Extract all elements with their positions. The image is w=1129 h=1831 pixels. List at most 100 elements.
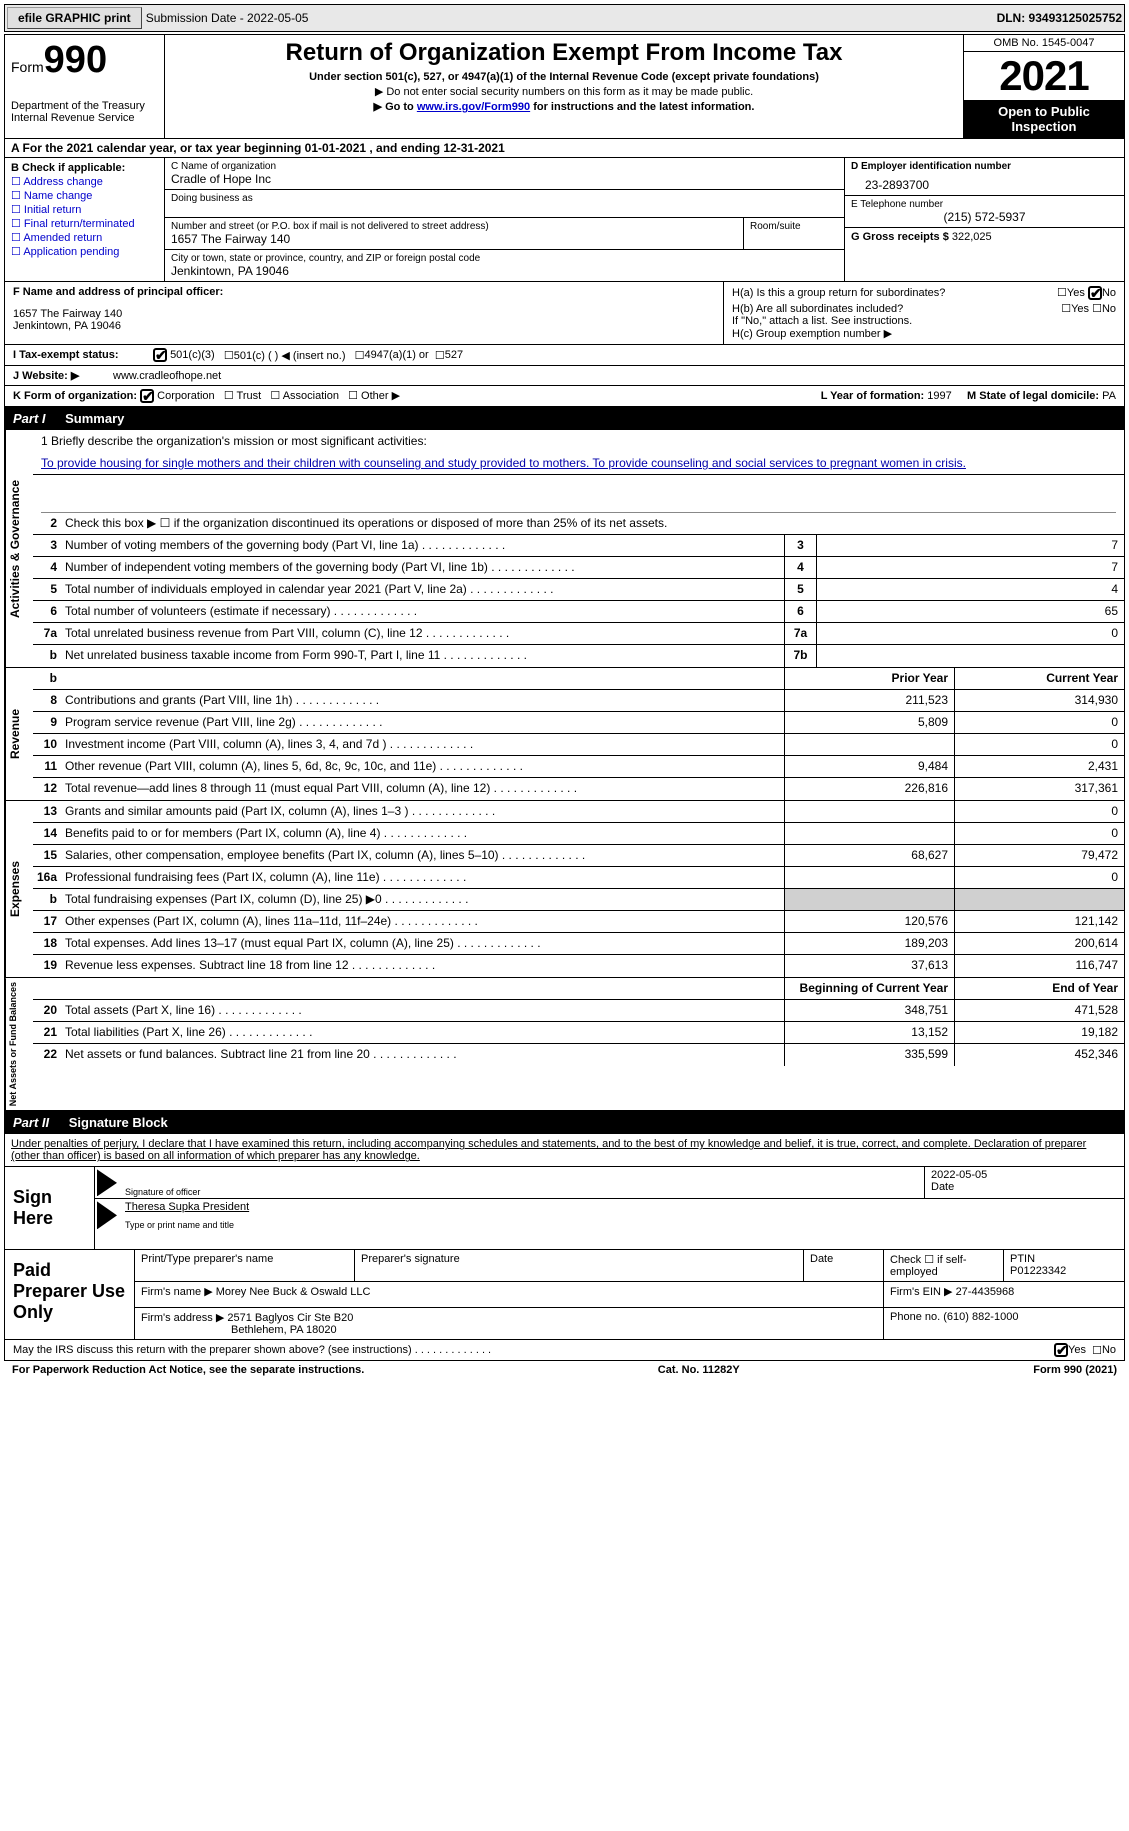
- room-label: Room/suite: [750, 221, 838, 232]
- omb-number: OMB No. 1545-0047: [964, 35, 1124, 52]
- m-label: M State of legal domicile:: [967, 390, 1099, 402]
- revenue-line: 9Program service revenue (Part VIII, lin…: [33, 712, 1124, 734]
- gross-receipts: 322,025: [952, 231, 992, 243]
- firm-phone-label: Phone no.: [890, 1311, 940, 1323]
- addr-label: Number and street (or P.O. box if mail i…: [171, 221, 737, 232]
- blank-num: b: [33, 668, 61, 689]
- column-b: B Check if applicable: ☐ Address change …: [5, 158, 165, 281]
- cb-name-change[interactable]: ☐ Name change: [11, 189, 158, 202]
- current-year-header: Current Year: [954, 668, 1124, 689]
- sig-date-label: Date: [931, 1181, 954, 1193]
- website-row: J Website: ▶ www.cradleofhope.net: [4, 366, 1125, 386]
- ha-label: H(a) Is this a group return for subordin…: [732, 287, 1057, 299]
- firm-name-label: Firm's name ▶: [141, 1286, 213, 1298]
- website-url: www.cradleofhope.net: [113, 370, 221, 382]
- expense-line: 16aProfessional fundraising fees (Part I…: [33, 867, 1124, 889]
- city-label: City or town, state or province, country…: [171, 253, 838, 264]
- ein-label: D Employer identification number: [851, 161, 1118, 172]
- i-label: I Tax-exempt status:: [13, 349, 153, 361]
- cb-corporation[interactable]: [140, 389, 154, 403]
- ein: 23-2893700: [851, 172, 1118, 192]
- tax-year: 2021: [964, 52, 1124, 100]
- summary-line: 5Total number of individuals employed in…: [33, 579, 1124, 601]
- expense-line: 17Other expenses (Part IX, column (A), l…: [33, 911, 1124, 933]
- efile-print-button[interactable]: efile GRAPHIC print: [7, 7, 142, 29]
- firm-ein-label: Firm's EIN ▶: [890, 1286, 953, 1298]
- form-footer: Form 990 (2021): [1033, 1364, 1117, 1376]
- officer-name: Theresa Supka President: [125, 1201, 1118, 1213]
- expense-line: 19Revenue less expenses. Subtract line 1…: [33, 955, 1124, 977]
- officer-addr1: 1657 The Fairway 140: [13, 308, 715, 320]
- sig-arrow-icon: [97, 1169, 117, 1196]
- cb-amended[interactable]: ☐ Amended return: [11, 231, 158, 244]
- ptin-label: PTIN: [1010, 1253, 1118, 1265]
- k-org-row: K Form of organization: Corporation ☐ Tr…: [4, 386, 1125, 407]
- vlabel-revenue: Revenue: [5, 668, 33, 800]
- prep-sig-label: Preparer's signature: [355, 1250, 804, 1281]
- submission-date-label: Submission Date - 2022-05-05: [146, 11, 309, 25]
- expense-line: 13Grants and similar amounts paid (Part …: [33, 801, 1124, 823]
- summary-line: bNet unrelated business taxable income f…: [33, 645, 1124, 667]
- section-a: A For the 2021 calendar year, or tax yea…: [4, 138, 1125, 158]
- part-2-header: Part II Signature Block: [4, 1111, 1125, 1134]
- paid-preparer-label: Paid Preparer Use Only: [5, 1250, 135, 1339]
- dept-treasury: Department of the Treasury: [11, 100, 158, 112]
- ha-no-checkbox[interactable]: [1088, 286, 1102, 300]
- header-sub3-post: for instructions and the latest informat…: [530, 101, 754, 113]
- prior-year-header: Prior Year: [784, 668, 954, 689]
- summary-line: 3Number of voting members of the governi…: [33, 535, 1124, 557]
- cb-501c3[interactable]: [153, 348, 167, 362]
- cb-initial-return[interactable]: ☐ Initial return: [11, 203, 158, 216]
- summary-line: 2Check this box ▶ ☐ if the organization …: [33, 513, 1124, 535]
- form-title: Return of Organization Exempt From Incom…: [173, 39, 955, 67]
- irs-link[interactable]: www.irs.gov/Form990: [417, 101, 530, 113]
- phone-label: E Telephone number: [851, 199, 1118, 210]
- hb-label: H(b) Are all subordinates included?: [732, 303, 1061, 315]
- officer-name-label: Type or print name and title: [125, 1220, 234, 1230]
- col-b-title: B Check if applicable:: [11, 162, 158, 174]
- cb-address-change[interactable]: ☐ Address change: [11, 175, 158, 188]
- street-address: 1657 The Fairway 140: [171, 232, 737, 246]
- org-name: Cradle of Hope Inc: [171, 172, 838, 186]
- city-state-zip: Jenkintown, PA 19046: [171, 264, 838, 278]
- hb-note: If "No," attach a list. See instructions…: [732, 315, 1116, 327]
- expense-line: 18Total expenses. Add lines 13–17 (must …: [33, 933, 1124, 955]
- group-return: H(a) Is this a group return for subordin…: [724, 282, 1124, 344]
- firm-ein: 27-4435968: [956, 1286, 1015, 1298]
- firm-phone: (610) 882-1000: [943, 1311, 1018, 1323]
- j-label: J Website: ▶: [13, 369, 113, 382]
- tax-exempt-row: I Tax-exempt status: 501(c)(3) ☐ 501(c) …: [4, 345, 1125, 366]
- pra-notice: For Paperwork Reduction Act Notice, see …: [12, 1364, 364, 1376]
- mission-text: To provide housing for single mothers an…: [33, 452, 1124, 475]
- part-1-header: Part I Summary: [4, 407, 1125, 430]
- revenue-line: 11Other revenue (Part VIII, column (A), …: [33, 756, 1124, 778]
- phone: (215) 572-5937: [851, 210, 1118, 224]
- l-label: L Year of formation:: [821, 390, 925, 402]
- summary-line: 6Total number of volunteers (estimate if…: [33, 601, 1124, 623]
- discuss-label: May the IRS discuss this return with the…: [13, 1344, 1054, 1356]
- expense-line: bTotal fundraising expenses (Part IX, co…: [33, 889, 1124, 911]
- cb-final-return[interactable]: ☐ Final return/terminated: [11, 217, 158, 230]
- paid-preparer-section: Paid Preparer Use Only Print/Type prepar…: [4, 1250, 1125, 1340]
- dln-label: DLN: 93493125025752: [997, 11, 1122, 25]
- cb-app-pending[interactable]: ☐ Application pending: [11, 245, 158, 258]
- footer: For Paperwork Reduction Act Notice, see …: [4, 1361, 1125, 1379]
- end-year-header: End of Year: [954, 978, 1124, 999]
- discuss-yes-checkbox[interactable]: [1054, 1343, 1068, 1357]
- discuss-row: May the IRS discuss this return with the…: [4, 1340, 1125, 1361]
- firm-city: Bethlehem, PA 18020: [141, 1324, 877, 1336]
- hc-label: H(c) Group exemption number ▶: [732, 327, 1116, 340]
- sign-here-label: Sign Here: [5, 1167, 95, 1249]
- revenue-line: 12Total revenue—add lines 8 through 11 (…: [33, 778, 1124, 800]
- ptin: P01223342: [1010, 1265, 1118, 1277]
- sig-date: 2022-05-05: [931, 1169, 1118, 1181]
- summary-line: 7aTotal unrelated business revenue from …: [33, 623, 1124, 645]
- signature-intro: Under penalties of perjury, I declare th…: [4, 1134, 1125, 1166]
- sign-here-section: Sign Here Signature of officer 2022-05-0…: [4, 1166, 1125, 1250]
- vlabel-expenses: Expenses: [5, 801, 33, 977]
- revenue-line: 8Contributions and grants (Part VIII, li…: [33, 690, 1124, 712]
- expense-line: 15Salaries, other compensation, employee…: [33, 845, 1124, 867]
- expense-line: 14Benefits paid to or for members (Part …: [33, 823, 1124, 845]
- irs-label: Internal Revenue Service: [11, 112, 158, 124]
- k-label: K Form of organization:: [13, 390, 137, 402]
